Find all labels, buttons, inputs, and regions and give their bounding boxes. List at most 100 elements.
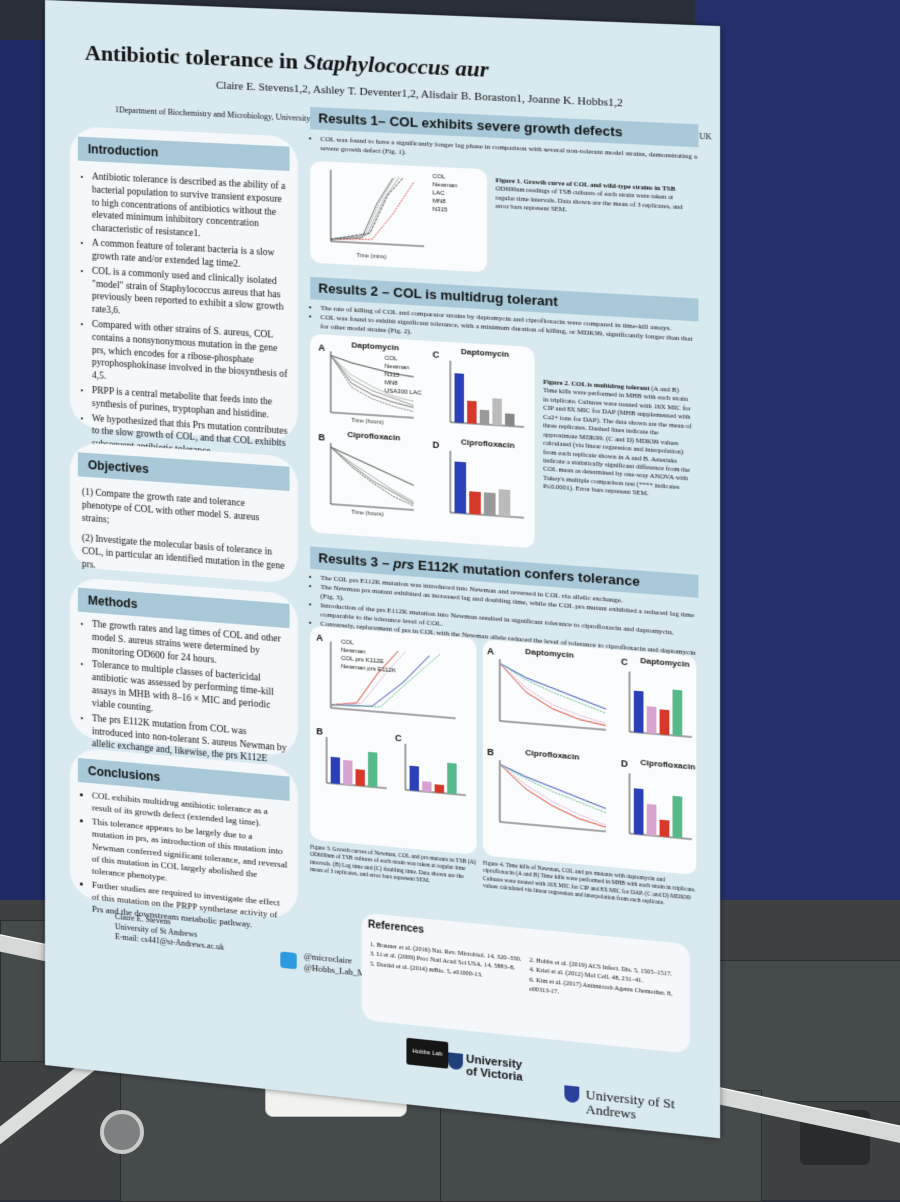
bar [633,690,644,733]
st-andrews-crest-icon [564,1085,580,1104]
twitter-icon [280,951,297,970]
bar [498,489,511,517]
fig4-panel-b-title: Ciprofloxacin [525,747,580,762]
figure1: Time (mins) COL Newman LAC MN8 N315 [310,160,488,273]
bar [434,784,445,794]
bar [422,781,432,793]
objectives-list: (1) Compare the growth rate and toleranc… [82,487,288,588]
fig4-panel-c-title: Daptomycin [640,655,690,670]
figure2b-xlabel: Time (hours) [351,509,384,519]
figure3: A COL Newman COL prs K112E Newman prs E1… [310,625,477,855]
references-heading: References [367,919,425,937]
figure2b-plot [331,443,414,510]
figure1-caption: Figure 1. Growth curve of COL and wild-t… [496,177,693,222]
uvic-crest-icon [448,1052,463,1071]
objectives-heading: Objectives [77,452,290,492]
panel-a-title: Daptomycin [351,340,399,353]
bar [646,803,657,836]
figure4b-plot [500,760,606,831]
fig4-panel-a-title: Daptomycin [525,646,574,660]
title-text: Antibiotic tolerance in [84,39,304,75]
bar [672,689,683,737]
panel-a-label: A [318,342,326,353]
introduction-list: Antibiotic tolerance is described as the… [80,171,288,467]
bar [355,769,365,787]
uvic-logo: University of Victoria [466,1053,523,1084]
figure1-plot [331,170,424,251]
fig3-panel-b-label: B [316,726,323,737]
bar [672,795,683,839]
bar [483,492,496,516]
fig4-panel-a-label: A [487,645,494,657]
figure3-legend: COL Newman COL prs K112E Newman prs E112… [341,638,396,675]
figure1-xlabel: Time (mins) [356,252,387,261]
panel-b-title: Ciprofloxacin [347,429,401,443]
figure2d-bars [450,451,524,518]
fig4-panel-b-label: B [487,746,494,758]
bar [454,461,467,514]
figure2c-bars [450,361,524,427]
list-item: COL is a commonly used and clinically is… [92,265,288,328]
list-item: Compared with other strains of S. aureus… [92,319,288,396]
heading-text: Results 3 – [318,550,394,571]
figure3c-bars [405,744,466,795]
fig4-panel-d-label: D [620,758,628,770]
title-species: Staphylococcus aur [303,48,489,82]
panel-b-label: B [318,431,326,443]
figure4: A Daptomycin C Daptomycin B Ciprofloxaci… [482,639,697,876]
figure4a-plot [500,659,606,730]
figure4d-bars [630,773,692,839]
railing-wheel [100,1110,144,1154]
list-item: (2) Investigate the molecular basis of t… [81,534,285,573]
legend-item: N315 [432,207,448,215]
fig4-panel-c-label: C [620,656,628,668]
references-right: 2. Hobbs et al. (2019) ACS Infect. Dis. … [529,956,687,1010]
conclusions-list: COL exhibits multidrug antibiotic tolera… [80,788,288,936]
bar [469,491,481,515]
figure3b-bars [327,737,387,788]
introduction-heading: Introduction [77,136,290,172]
bar [454,373,464,424]
research-poster: Antibiotic tolerance in Staphylococcus a… [45,0,721,1139]
poster-title: Antibiotic tolerance in Staphylococcus a… [85,40,489,83]
figure2-caption: Figure 2. COL is multidrug tolerant (A a… [543,379,693,503]
bar [409,765,419,792]
references-left: 1. Brauner et al. (2016) Nat. Rev. Micro… [370,940,525,984]
authors: Claire E. Stevens1,2, Ashley T. Deventer… [215,79,623,110]
bar [330,756,341,785]
list-item: Antibiotic tolerance is described as the… [92,171,288,246]
panel-c-label: C [432,349,440,360]
panel-c-title: Daptomycin [460,346,510,360]
objectives-panel: Objectives (1) Compare the growth rate a… [69,441,298,585]
fig3-panel-a-label: A [316,632,323,644]
bar [343,759,353,786]
introduction-panel: Introduction Antibiotic tolerance is des… [69,126,298,458]
bar [659,709,670,736]
bar [505,413,515,427]
bar [659,819,670,838]
bar [479,409,490,425]
bar [467,400,477,424]
panel-d-title: Ciprofloxacin [460,437,515,451]
methods-panel: Methods The growth rates and lag times o… [69,576,298,778]
heading-gene: prs [393,555,415,573]
figure2a-legend: COL Newman N315 MN8 USA300 LAC [385,355,422,399]
fig3-panel-c-label: C [394,732,402,744]
hobbs-lab-logo: Hobbs Lab [406,1037,449,1069]
figure2: A Daptomycin Time (hours) COL Newman N31… [310,333,535,549]
conclusions-panel: Conclusions COL exhibits multidrug antib… [69,747,298,930]
references-panel: References 1. Brauner et al. (2016) Nat.… [361,912,690,1054]
caption-text: (A and B) Time kills were performed in M… [543,385,692,498]
list-item: (1) Compare the growth rate and toleranc… [81,487,260,526]
figure1-legend: COL Newman LAC MN8 N315 [433,173,458,216]
bar [447,762,457,795]
figure2a-xlabel: Time (hours) [351,417,384,427]
bar [367,751,378,788]
panel-d-label: D [432,439,440,451]
bar [633,788,644,835]
bar [646,706,657,735]
fig4-panel-d-title: Ciprofloxacin [640,757,696,772]
bar [492,398,502,426]
st-andrews-logo: University of St Andrews [585,1086,675,1122]
figure4c-bars [630,672,692,737]
